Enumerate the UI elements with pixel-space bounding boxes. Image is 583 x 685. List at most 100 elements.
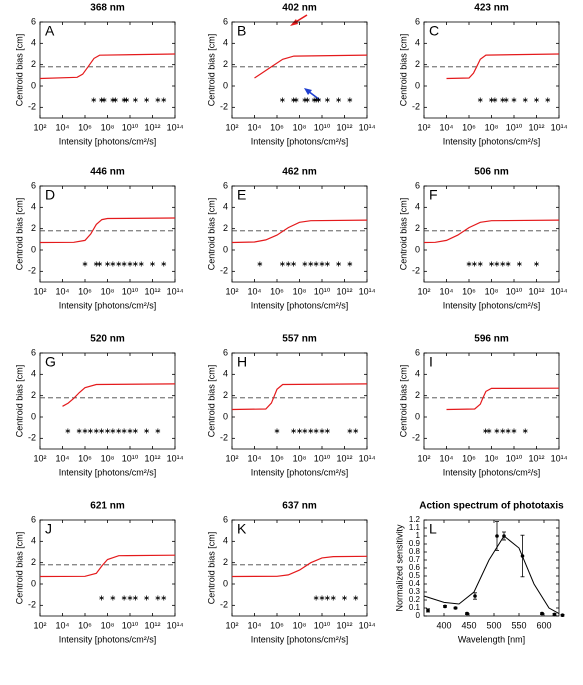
significance-marker: [319, 595, 325, 601]
x-tick-label: 10¹⁴: [359, 620, 376, 630]
significance-marker: [132, 428, 138, 434]
x-tick-label: 10¹²: [144, 286, 160, 296]
x-tick-label: 10²: [225, 286, 238, 296]
asterisk-stroke: [132, 262, 138, 266]
significance-marker: [308, 261, 314, 267]
asterisk-stroke: [500, 429, 506, 433]
y-tick-label: 0.8: [409, 547, 421, 556]
asterisk-stroke: [116, 429, 122, 433]
data-point: [552, 612, 557, 617]
y-tick-label: 0: [223, 578, 228, 588]
asterisk-stroke: [124, 98, 130, 102]
asterisk-stroke: [76, 429, 82, 433]
plot-frame: [231, 352, 368, 450]
significance-marker: [279, 261, 285, 267]
asterisk-stroke: [319, 596, 325, 600]
x-tick-label: 550: [511, 620, 526, 630]
asterisk-stroke: [311, 98, 317, 102]
y-tick-label: 2: [223, 223, 228, 233]
y-tick-label: 0: [31, 411, 36, 421]
y-axis-label: Centroid bias [cm]: [206, 532, 216, 605]
fit-curve: [39, 53, 176, 80]
fit-curve: [39, 554, 176, 578]
y-tick-label: -2: [220, 600, 228, 610]
significance-marker: [466, 261, 472, 267]
y-tick-label: -2: [28, 102, 36, 112]
y-tick-label: 4: [415, 369, 420, 379]
significance-marker: [132, 97, 138, 103]
x-tick-label: 10¹⁴: [359, 122, 376, 132]
y-axis-label: Centroid bias [cm]: [398, 198, 408, 271]
significance-marker: [313, 428, 319, 434]
asterisk-stroke: [324, 262, 330, 266]
asterisk-stroke: [144, 429, 150, 433]
significance-marker: [302, 261, 308, 267]
panel-title: 462 nm: [282, 167, 317, 178]
y-tick-label: -2: [412, 102, 420, 112]
y-axis-label: Centroid bias [cm]: [14, 532, 24, 605]
y-tick-label: 0: [31, 578, 36, 588]
x-tick-label: 10¹⁰: [314, 453, 331, 463]
significance-marker: [161, 595, 167, 601]
x-tick-label: 10²: [225, 122, 238, 132]
x-tick-label: 10¹⁴: [551, 453, 568, 463]
asterisk-stroke: [105, 429, 110, 433]
significance-marker: [483, 428, 489, 434]
y-tick-label: 6: [415, 180, 420, 190]
y-tick-label: 0.7: [409, 555, 421, 564]
significance-marker: [93, 261, 99, 267]
significance-marker: [155, 428, 161, 434]
y-tick-label: -2: [412, 266, 420, 276]
fit-curve: [231, 219, 368, 244]
x-tick-label: 10²: [225, 620, 238, 630]
panel-letter: J: [45, 521, 52, 537]
significance-marker: [302, 97, 308, 103]
asterisk-stroke: [353, 596, 359, 600]
x-tick-label: 10²: [33, 286, 46, 296]
asterisk-stroke: [516, 262, 522, 266]
plot-frame: [423, 185, 560, 283]
asterisk-stroke: [112, 98, 118, 102]
plot-frame: [39, 185, 176, 283]
x-axis-label: Intensity [photons/cm²/s]: [443, 136, 541, 146]
panel-letter: F: [429, 187, 438, 203]
asterisk-stroke: [99, 596, 105, 600]
x-tick-label: 10²: [33, 122, 46, 132]
y-tick-label: 0: [31, 244, 36, 254]
significance-marker: [534, 261, 539, 267]
x-tick-label: 10¹⁰: [122, 286, 139, 296]
y-tick-label: 2: [223, 557, 228, 567]
significance-marker: [121, 595, 127, 601]
fit-curve: [254, 54, 368, 79]
significance-marker: [99, 97, 105, 103]
asterisk-stroke: [155, 98, 161, 102]
significance-marker: [291, 97, 297, 103]
x-tick-label: 10⁴: [440, 453, 454, 463]
asterisk-stroke: [494, 262, 500, 266]
significance-marker: [522, 428, 528, 434]
significance-marker: [138, 261, 144, 267]
significance-marker: [116, 261, 122, 267]
significance-marker: [353, 595, 359, 601]
x-axis-label: Wavelength [nm]: [458, 634, 525, 644]
asterisk-stroke: [347, 262, 353, 266]
panel-title: 520 nm: [90, 334, 125, 345]
significance-marker: [330, 595, 336, 601]
x-axis-label: Intensity [photons/cm²/s]: [251, 136, 349, 146]
x-tick-label: 10¹⁰: [506, 122, 523, 132]
significance-marker: [500, 261, 506, 267]
asterisk-stroke: [477, 98, 483, 102]
asterisk-stroke: [545, 98, 551, 102]
asterisk-stroke: [279, 98, 285, 102]
y-tick-label: 6: [223, 16, 228, 26]
asterisk-stroke: [347, 98, 353, 102]
x-tick-label: 10⁸: [293, 286, 307, 296]
significance-marker: [313, 261, 319, 267]
y-tick-label: 4: [223, 536, 228, 546]
asterisk-stroke: [336, 262, 342, 266]
significance-marker: [82, 428, 88, 434]
asterisk-stroke: [511, 98, 517, 102]
asterisk-stroke: [313, 429, 319, 433]
x-axis-label: Intensity [photons/cm²/s]: [59, 467, 157, 477]
x-tick-label: 10¹²: [336, 122, 352, 132]
